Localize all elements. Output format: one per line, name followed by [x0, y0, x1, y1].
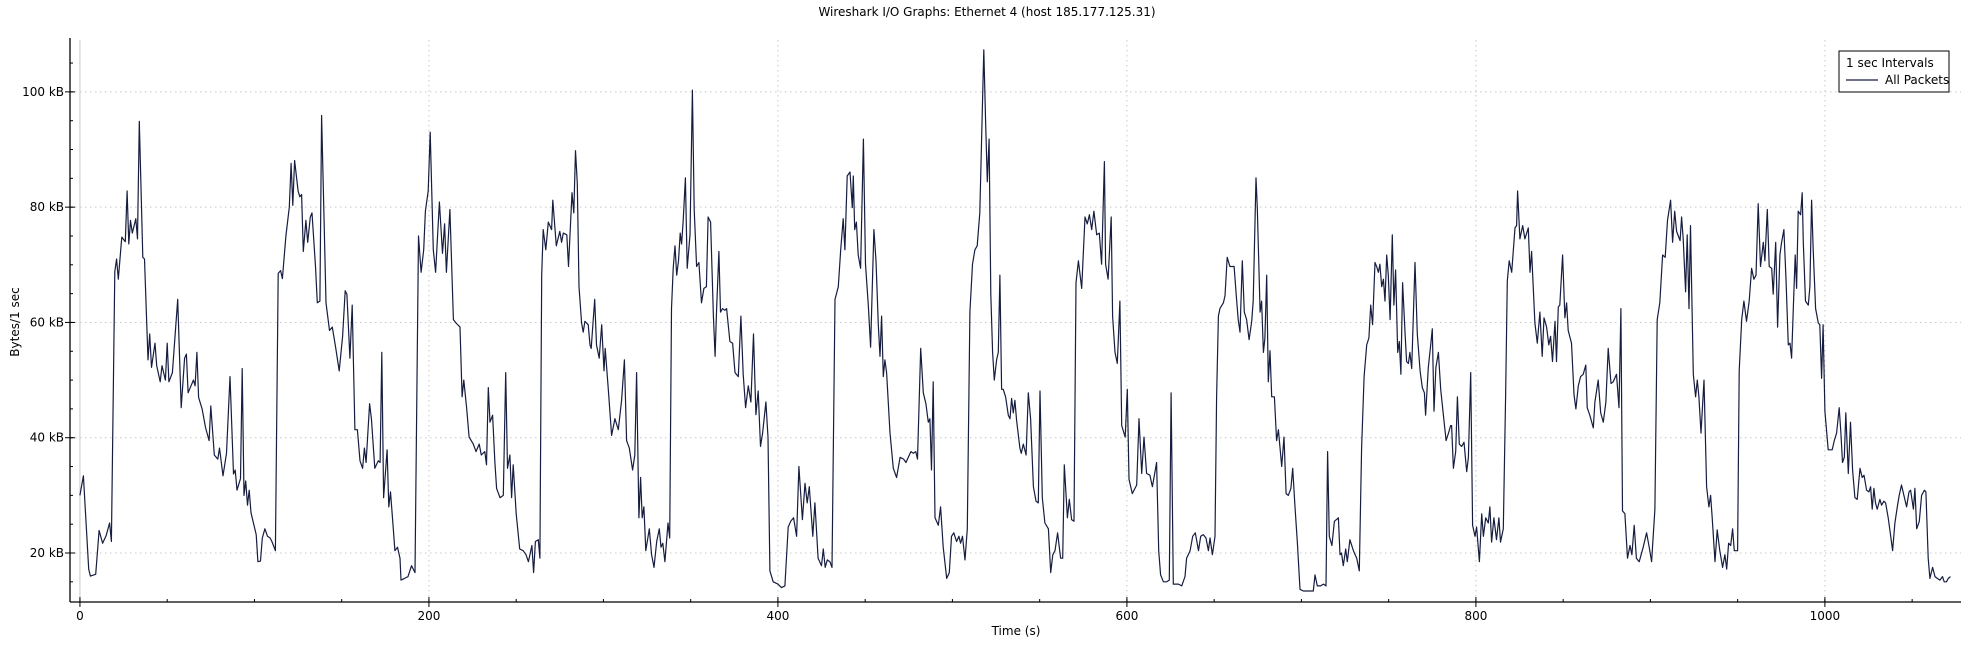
x-tick-label: 0	[76, 609, 84, 623]
gridlines	[70, 40, 1961, 602]
series-layer	[79, 49, 1951, 592]
y-axis-label: Bytes/1 sec	[8, 287, 22, 356]
legend-box	[1838, 50, 1950, 93]
x-tick-label: 400	[766, 609, 789, 623]
x-tick-label: 200	[417, 609, 440, 623]
legend-entry-all-packets[interactable]: All Packets	[1885, 73, 1949, 87]
y-tick-label: 100 kB	[22, 85, 64, 99]
x-axis-label: Time (s)	[991, 624, 1041, 638]
x-tick-label: 800	[1464, 609, 1487, 623]
legend[interactable]: 1 sec Intervals All Packets	[1838, 50, 1950, 93]
y-tick-label: 40 kB	[30, 431, 64, 445]
y-tick-label: 20 kB	[30, 546, 64, 560]
y-tick-label: 60 kB	[30, 315, 64, 329]
y-tick-label: 80 kB	[30, 200, 64, 214]
series-line-all-packets	[79, 49, 1951, 592]
x-tick-label: 600	[1115, 609, 1138, 623]
legend-title: 1 sec Intervals	[1846, 56, 1934, 70]
x-tick-label: 1000	[1810, 609, 1841, 623]
axes: 20 kB 40 kB 60 kB 80 kB 100 kB 0 200 400 600 800 1…	[22, 38, 1961, 623]
chart-title: Wireshark I/O Graphs: Ethernet 4 (host 1…	[818, 5, 1155, 19]
